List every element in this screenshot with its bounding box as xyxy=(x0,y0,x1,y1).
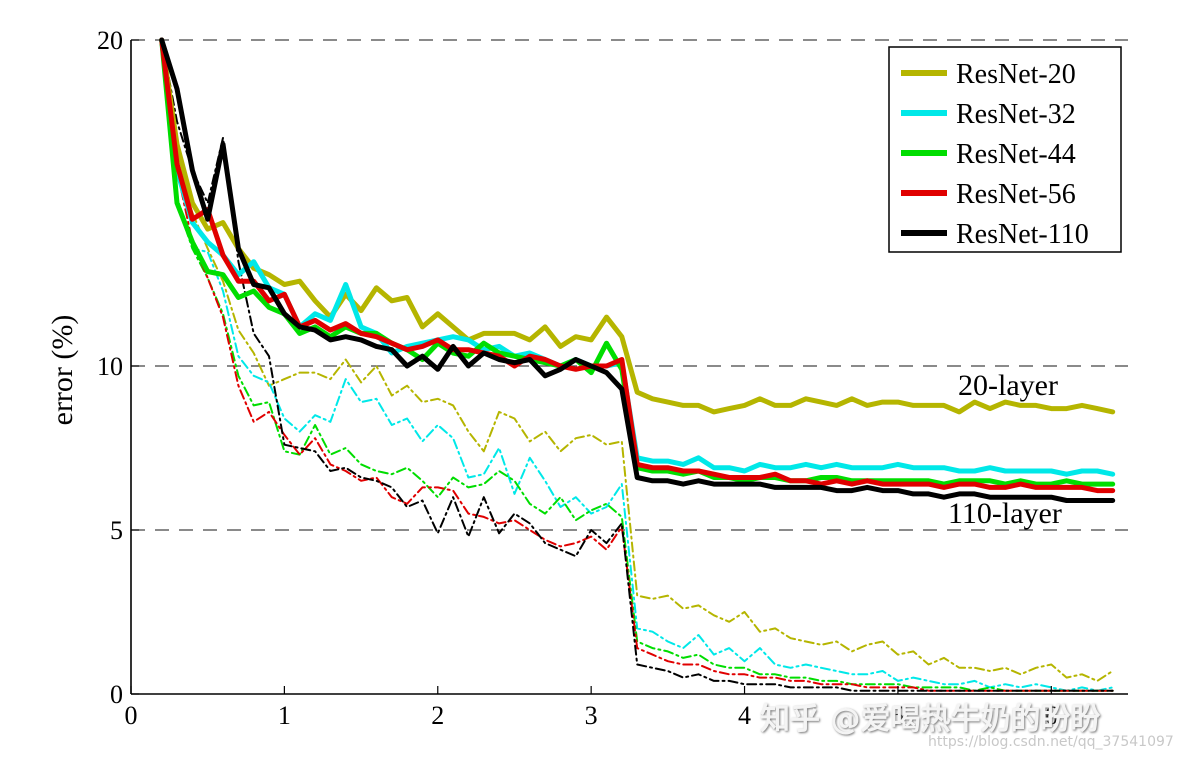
test-line-resnet-110 xyxy=(159,37,1116,503)
x-tick-label: 4 xyxy=(738,701,751,730)
train-line-resnet-56 xyxy=(160,39,1114,692)
train-line-resnet-32 xyxy=(160,39,1114,692)
y-tick-label: 5 xyxy=(110,516,123,545)
annotations: 20-layer 110-layer xyxy=(948,369,1062,530)
legend-entry: ResNet-56 xyxy=(956,179,1076,210)
train-line-resnet-20 xyxy=(160,39,1114,682)
legend-entry: ResNet-110 xyxy=(956,219,1089,250)
test-error-series xyxy=(159,37,1116,503)
train-line-resnet-110 xyxy=(160,39,1114,692)
legend: ResNet-20 ResNet-32 ResNet-44 ResNet-56 ResN… xyxy=(888,46,1122,253)
legend-entry: ResNet-44 xyxy=(956,139,1076,170)
axes xyxy=(130,40,1128,695)
legend-box xyxy=(888,46,1122,253)
y-axis-label: error (%) xyxy=(46,315,79,426)
y-tick-label: 10 xyxy=(97,352,123,381)
train-error-series xyxy=(160,39,1114,692)
y-tick-label: 0 xyxy=(110,680,123,709)
legend-entry: ResNet-32 xyxy=(956,99,1076,130)
annotation-label: 20-layer xyxy=(958,369,1058,402)
x-tick-label: 0 xyxy=(125,701,138,730)
annotation-label: 110-layer xyxy=(948,497,1062,530)
test-line-resnet-20 xyxy=(159,37,1116,415)
watermark-url: https://blog.csdn.net/qq_37541097 xyxy=(928,734,1174,750)
x-tick-label: 6 xyxy=(1045,701,1058,730)
x-tick-label: 2 xyxy=(431,701,444,730)
x-tick-label: 1 xyxy=(278,701,291,730)
y-tick-label: 20 xyxy=(97,26,123,55)
x-tick-label: 3 xyxy=(585,701,598,730)
watermark-text: 知乎 @爱喝热牛奶的盼盼 xyxy=(760,702,1101,737)
x-tick-label: 5 xyxy=(891,701,904,730)
tick-labels: 0 1 2 3 4 5 6 0 5 10 20 xyxy=(97,26,1058,730)
legend-entry: ResNet-20 xyxy=(956,59,1076,90)
